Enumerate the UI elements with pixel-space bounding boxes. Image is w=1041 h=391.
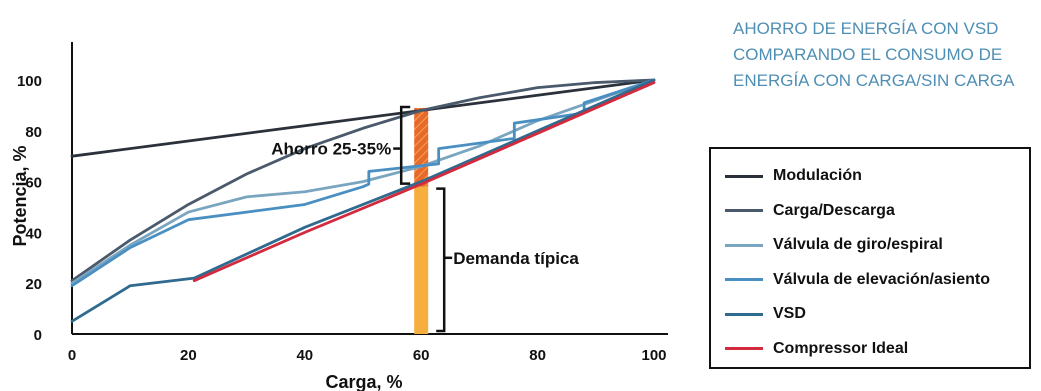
y-tick-label: 80 [25,124,42,141]
x-axis-title: Carga, % [325,372,402,391]
y-tick-label: 0 [34,327,42,344]
savings-bar [414,107,429,187]
savings-bracket [399,105,411,185]
legend-item: VSD [725,297,1029,332]
y-axis-title: Potencia, % [10,145,30,246]
legend-label: Carga/Descarga [773,201,895,219]
power-vs-load-chart: 0 20 40 60 80 100 0 20 40 60 80 100 Ahorro 25-35% De… [10,42,668,391]
legend-label: Modulación [773,167,862,185]
demand-label: Demanda típica [453,249,579,268]
series-line [70,78,656,288]
legend-swatch [725,347,763,351]
legend-item: Válvula de elevación/asiento [725,263,1029,298]
x-tick-label: 60 [413,347,430,364]
y-tick-label: 60 [25,175,42,192]
legend-item: Modulación [725,159,1029,194]
legend-label: Válvula de giro/espiral [773,236,943,254]
legend-item: Compressor Ideal [725,332,1029,367]
bars [414,107,429,334]
series-line [70,78,656,285]
savings-label: Ahorro 25-35% [271,140,391,159]
x-tick-label: 0 [68,347,76,364]
demand-bar [414,186,429,334]
series-line [70,78,656,283]
series-line [192,81,656,283]
demand-bracket [436,187,446,333]
x-tick-label: 100 [641,347,666,364]
legend-label: VSD [773,305,806,323]
legend-swatch [725,209,763,213]
annotations: Ahorro 25-35% Demanda típica [271,105,579,333]
series-lines [70,78,656,323]
y-tick-label: 40 [25,225,42,242]
legend-label: Válvula de elevación/asiento [773,270,990,288]
x-tick-label: 80 [529,347,546,364]
chart-title: AHORRO DE ENERGÍA CON VSD COMPARANDO EL … [733,19,1015,90]
legend: Modulación Carga/Descarga Válvula de giro/… [709,147,1031,369]
legend-label: Compressor Ideal [773,339,909,357]
legend-swatch [725,278,763,282]
y-tick-label: 20 [25,276,42,293]
y-tick-label: 100 [17,73,42,90]
legend-swatch [725,312,763,316]
series-line [70,78,656,323]
legend-item: Válvula de giro/espiral [725,228,1029,263]
legend-swatch [725,174,763,178]
series-line [70,78,656,158]
legend-swatch [725,243,763,247]
legend-item: Carga/Descarga [725,194,1029,229]
x-tick-label: 20 [180,347,197,364]
x-tick-label: 40 [296,347,313,364]
